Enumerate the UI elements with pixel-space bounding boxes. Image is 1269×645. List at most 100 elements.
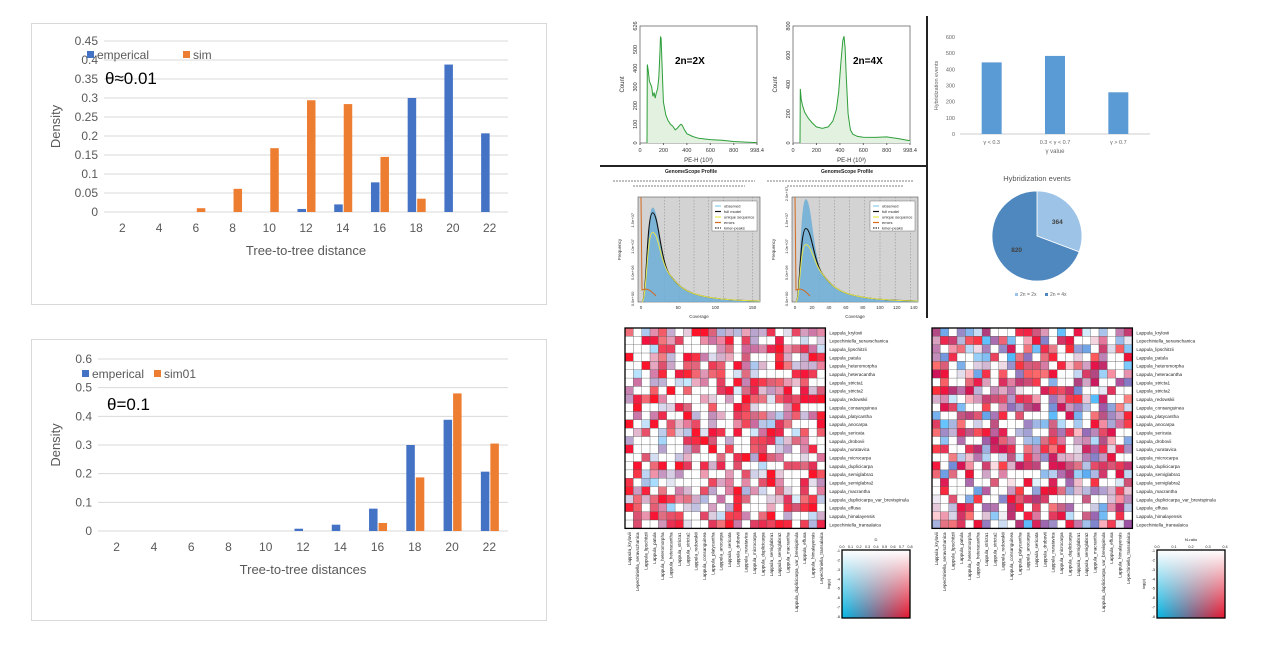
heatmap-cell [973,369,983,379]
heatmap-cell [1073,478,1083,487]
heatmap-cell [666,419,676,429]
heatmap-cell [633,394,642,404]
heatmap-cell [1048,486,1058,496]
heatmap-cell [633,494,642,504]
column-label: Lappula_macrantha [1092,532,1097,573]
heatmap-cell [683,377,692,387]
heatmap-cell [940,403,949,412]
heatmap-cell [1023,436,1033,446]
heatmap-cell [1048,428,1058,437]
heatmap-cell [1015,377,1025,387]
heatmap-cell [931,386,941,395]
heatmap-cell [1115,461,1125,471]
heatmap-cell [716,377,726,387]
heatmap-cell [741,344,751,354]
heatmap-cell [775,469,784,479]
heatmap-cell [1007,386,1016,395]
heatmap-cell [791,411,801,421]
heatmap-cell [1023,411,1033,421]
heatmap-cell [1098,428,1108,437]
heatmap-cell [783,369,793,379]
heatmap-cell [1007,486,1016,496]
y-tick-label: 400 [633,64,639,73]
heatmap-cell [658,486,667,496]
heatmap-cell [708,494,718,504]
heatmap-cell [641,494,651,504]
heatmap-cell [956,336,966,345]
heatmap-cell [700,411,709,421]
heatmap-cell [791,428,801,437]
heatmap-cell [775,361,784,370]
x-tick-label: 10 [259,540,273,554]
heatmap-cell [931,486,941,496]
heatmap-cell [691,511,701,521]
heatmap-cell [816,494,826,504]
bar-sim [270,148,279,212]
legend-label: observed [724,204,740,209]
heatmap-cell [641,436,651,446]
heatmap-cell [1082,486,1091,496]
heatmap-cell [758,494,768,504]
heatmap-cell [624,453,634,462]
heatmap-cell [1107,428,1116,437]
heatmap-f4-ratio: Lappula_kryloviiLappula_kryloviiLepechin… [931,327,1228,619]
heatmap-cell [783,486,793,496]
heatmap-cell [990,436,999,446]
y-tick-label: 0 [85,524,92,538]
heatmap-cell [700,344,709,354]
heatmap-cell [1040,453,1050,462]
heatmap-cell [1107,461,1116,471]
y-tick-label: 600 [946,35,955,41]
heatmap-cell [990,336,999,345]
heatmap-cell [1015,428,1025,437]
heatmap-cell [725,469,734,479]
heatmap-cell [733,377,743,387]
heatmap-cell [674,327,684,337]
heatmap-cell [965,369,974,379]
y-tick-label: 0.4 [81,53,98,67]
heatmap-cell [674,511,684,521]
heatmap-cell [624,503,634,512]
y-axis-label: Count [620,76,626,92]
heatmap-cell [733,386,743,395]
heatmap-cell [956,453,966,462]
heatmap-cell [1115,361,1125,370]
heatmap-cell [808,469,818,479]
heatmap-cell [674,478,684,487]
heatmap-cell [1048,436,1058,446]
heatmap-cell [691,469,701,479]
heatmap-cell [808,369,818,379]
heatmap-cell [816,403,826,412]
heatmap-cell [973,461,983,471]
heatmap-cell [965,444,974,454]
x-tick-label: γ < 0.3 [983,140,1000,146]
heatmap-cell [633,411,642,421]
heatmap-cell [940,394,949,404]
heatmap-cell [1007,352,1016,362]
heatmap-cell [956,327,966,337]
heatmap-cell [1123,503,1133,512]
heatmap-cell [940,511,949,521]
heatmap-cell [1057,461,1066,471]
heatmap-cell [1107,419,1116,429]
legend-swatch-emperical [82,370,89,377]
legend-y-tick: -8 [1152,615,1155,619]
heatmap-cell [1007,519,1016,529]
y-tick-label: 0.4 [75,409,92,423]
heatmap-cell [1032,369,1041,379]
heatmap-cell [973,327,983,337]
heatmap-cell [1023,519,1033,529]
column-label: Lepechiniella_transalaica [1126,532,1131,584]
heatmap-cell [1032,336,1041,345]
heatmap-cell [700,436,709,446]
y-axis-label: Frequency [617,238,622,260]
heatmap-cell [666,394,676,404]
heatmap-cell [725,444,734,454]
y-tick-label: 0.1 [81,167,98,181]
heatmap-cell [658,461,667,471]
heatmap-cell [956,503,966,512]
heatmap-cell [741,494,751,504]
heatmap-cell [973,361,983,370]
bar-sim01 [453,393,462,531]
heatmap-cell [624,436,634,446]
